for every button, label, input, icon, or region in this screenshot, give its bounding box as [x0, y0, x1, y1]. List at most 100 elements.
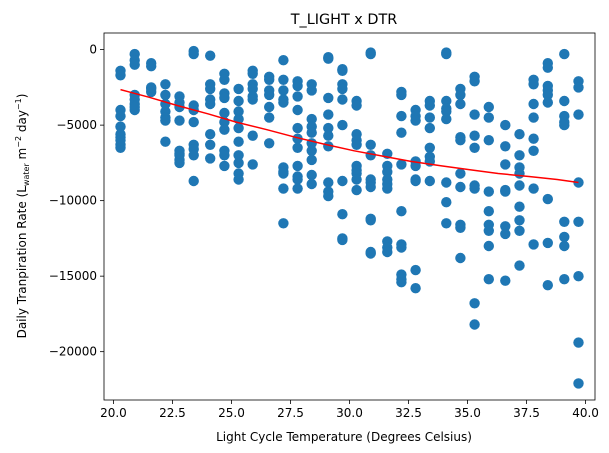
scatter-point: [219, 92, 230, 104]
scatter-point: [542, 97, 553, 108]
scatter-point: [323, 141, 334, 152]
scatter-point: [542, 280, 553, 291]
scatter-point: [247, 68, 258, 80]
y-tick-label: −15000: [49, 269, 97, 283]
scatter-point: [247, 94, 258, 105]
scatter-point: [306, 85, 317, 96]
scatter-point: [528, 98, 539, 110]
scatter-point: [424, 175, 435, 187]
scatter-point: [233, 83, 244, 95]
scatter-point: [424, 142, 435, 153]
scatter-point: [559, 240, 570, 252]
scatter-point: [233, 122, 244, 134]
scatter-point: [306, 178, 317, 190]
scatter-point: [542, 193, 553, 205]
scatter-point: [306, 127, 317, 138]
scatter-point: [174, 148, 185, 159]
scatter-point: [337, 175, 348, 187]
scatter-point: [514, 260, 525, 271]
x-tick-label: 30.0: [336, 406, 363, 420]
scatter-point: [573, 109, 584, 120]
y-axis-label: Daily Tranpiration Rate (Lwater m−2 day−…: [14, 94, 31, 339]
scatter-point: [441, 197, 452, 208]
scatter-point: [205, 139, 216, 150]
scatter-point: [129, 59, 140, 70]
scatter-point: [233, 174, 244, 185]
scatter-point: [323, 92, 334, 104]
scatter-point: [233, 136, 244, 147]
x-tick-label: 37.5: [513, 406, 540, 420]
scatter-point: [205, 98, 216, 110]
x-tick-label: 27.5: [277, 406, 304, 420]
scatter-point: [483, 225, 494, 236]
scatter-point: [278, 74, 289, 86]
scatter-point: [542, 89, 553, 101]
scatter-point: [573, 337, 584, 348]
scatter-point: [441, 177, 452, 188]
scatter-point: [247, 130, 258, 141]
y-tick-label: −20000: [49, 345, 97, 359]
scatter-point: [219, 107, 230, 119]
scatter-point: [514, 201, 525, 212]
scatter-point: [483, 112, 494, 123]
scatter-point: [528, 183, 539, 194]
scatter-point: [115, 142, 126, 153]
scatter-point: [528, 239, 539, 250]
scatter-point: [351, 174, 362, 185]
scatter-point: [514, 150, 525, 161]
scatter-point: [233, 157, 244, 169]
scatter-point: [115, 135, 126, 146]
scatter-point: [323, 177, 334, 188]
scatter-point: [514, 168, 525, 179]
scatter-point: [500, 275, 511, 286]
scatter-point: [323, 109, 334, 120]
scatter-point: [382, 183, 393, 194]
scatter-point: [573, 82, 584, 93]
scatter-point: [441, 106, 452, 117]
scatter-point: [573, 378, 584, 389]
scatter-point: [483, 206, 494, 217]
scatter-point: [441, 95, 452, 107]
scatter-point: [306, 113, 317, 125]
x-tick-label: 25.0: [218, 406, 245, 420]
scatter-point: [129, 101, 140, 113]
trend-line-layer: [120, 88, 579, 184]
scatter-point: [396, 206, 407, 217]
x-tick-label: 20.0: [100, 406, 127, 420]
scatter-point: [115, 121, 126, 132]
x-axis-ticks: 20.0 22.5 25.0 27.5 30.0 32.5 35.0 37.5 40.0: [100, 400, 599, 420]
scatter-point: [573, 271, 584, 282]
scatter-point: [528, 145, 539, 156]
scatter-point: [396, 89, 407, 101]
scatter-point: [323, 190, 334, 202]
scatter-point: [528, 79, 539, 90]
scatter-point: [382, 166, 393, 178]
scatter-point: [469, 298, 480, 309]
scatter-point: [469, 319, 480, 330]
scatter-point: [306, 169, 317, 181]
scatter-point: [292, 160, 303, 172]
scatter-point: [264, 138, 275, 149]
y-axis-ticks: 0 −5000 −10000 −15000 −20000: [49, 43, 104, 359]
y-label-main: Daily Tranpiration Rate (L: [15, 186, 29, 339]
scatter-point: [514, 180, 525, 191]
scatter-point: [559, 216, 570, 227]
scatter-point: [306, 145, 317, 156]
scatter-point: [424, 100, 435, 111]
scatter-points: [115, 45, 584, 389]
scatter-point: [160, 79, 171, 90]
y-label-unit: ): [15, 94, 29, 99]
scatter-point: [483, 135, 494, 146]
scatter-point: [396, 277, 407, 288]
scatter-point: [455, 98, 466, 110]
scatter-point: [337, 119, 348, 131]
scatter-point: [396, 242, 407, 253]
scatter-point: [219, 74, 230, 86]
scatter-point: [337, 209, 348, 220]
scatter-point: [337, 94, 348, 105]
scatter-point: [365, 48, 376, 60]
scatter-point: [278, 85, 289, 96]
scatter-point: [247, 159, 258, 170]
trend-line: [120, 88, 579, 184]
scatter-point: [174, 157, 185, 169]
